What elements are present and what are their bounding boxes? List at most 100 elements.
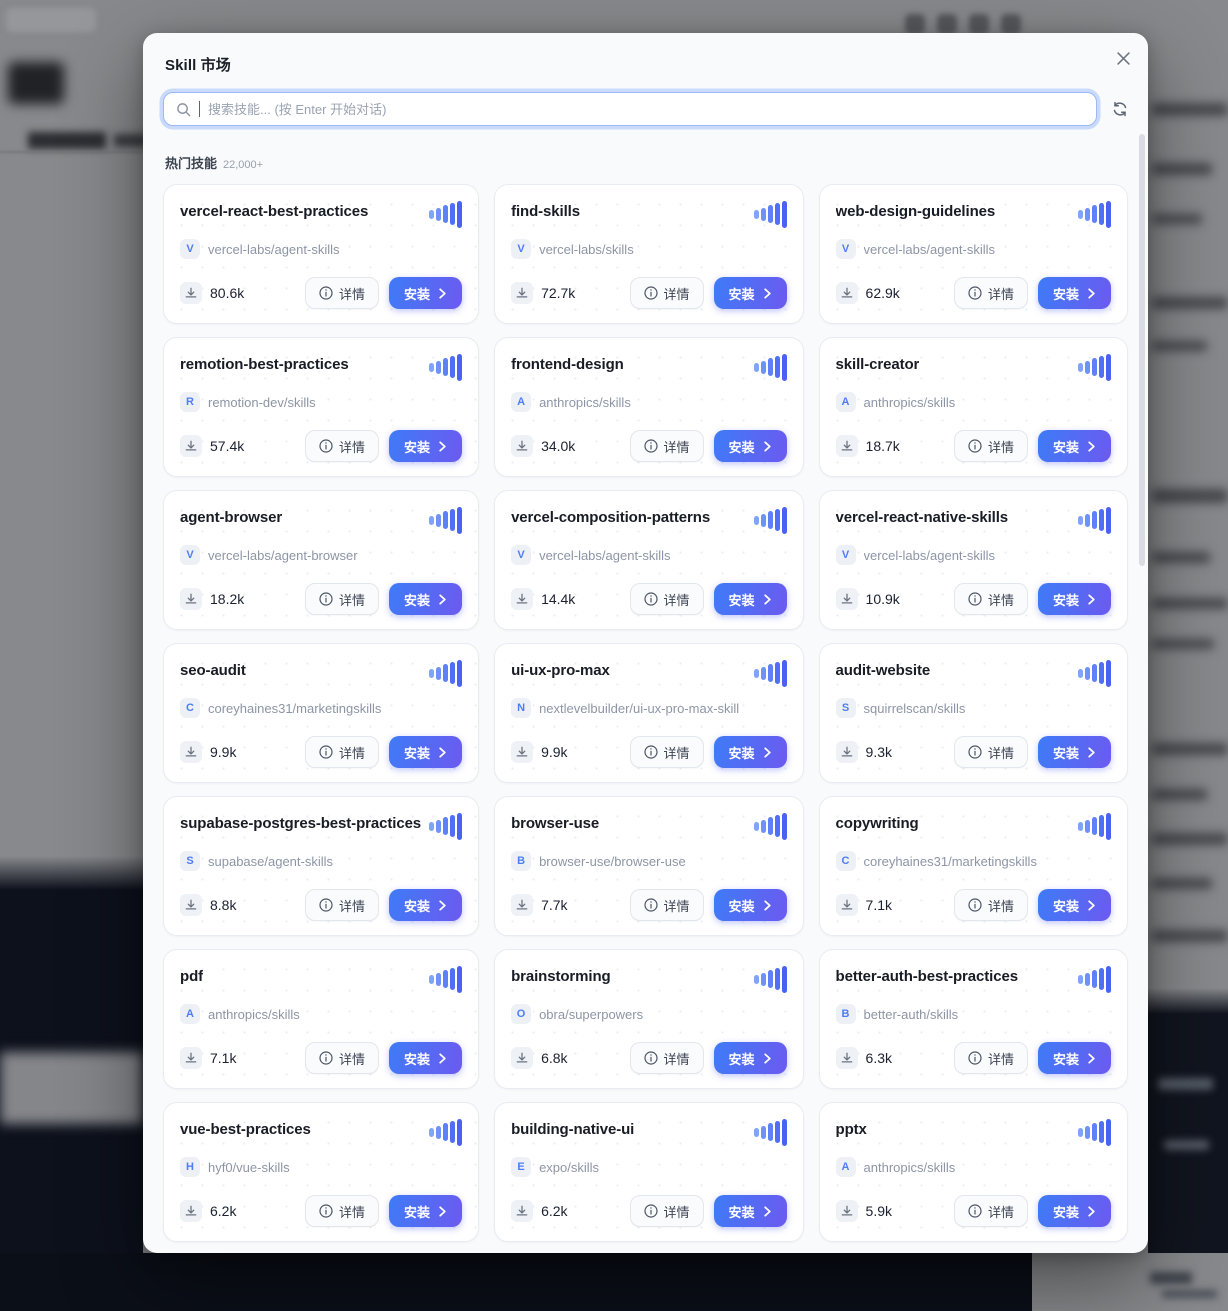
install-button[interactable]: 安装: [389, 1042, 463, 1074]
install-button-label: 安装: [728, 439, 755, 455]
download-icon: [835, 1200, 858, 1222]
skill-card: web-design-guidelines V vercel-labs/agen…: [818, 184, 1128, 324]
publisher-badge: V: [511, 545, 532, 565]
details-button-label: 详情: [663, 286, 690, 302]
install-button[interactable]: 安装: [389, 583, 463, 615]
skill-name: find-skills: [511, 203, 580, 220]
skill-card: building-native-ui E expo/skills 6.2k 详情…: [494, 1102, 804, 1242]
install-button-label: 安装: [728, 1204, 755, 1220]
install-button[interactable]: 安装: [713, 889, 787, 921]
chevron-right-icon: [1088, 440, 1095, 452]
popularity-bars-icon: [753, 506, 787, 534]
install-button-label: 安装: [728, 1051, 755, 1067]
install-button-label: 安装: [1052, 592, 1079, 608]
chevron-right-icon: [1088, 593, 1095, 605]
close-button[interactable]: [1113, 48, 1133, 68]
skill-card: browser-use B browser-use/browser-use 7.…: [494, 796, 804, 936]
install-button-label: 安装: [728, 898, 755, 914]
skills-grid: vercel-react-best-practices V vercel-lab…: [163, 184, 1128, 1242]
install-button[interactable]: 安装: [1037, 736, 1111, 768]
install-button[interactable]: 安装: [713, 277, 787, 309]
details-button[interactable]: 详情: [953, 736, 1028, 768]
install-button[interactable]: 安装: [1037, 430, 1111, 462]
details-button[interactable]: 详情: [953, 277, 1028, 309]
download-count: 34.0k: [541, 438, 576, 454]
info-icon: [968, 1204, 982, 1218]
details-button[interactable]: 详情: [305, 430, 380, 462]
download-count: 9.9k: [541, 744, 568, 760]
details-button[interactable]: 详情: [629, 1195, 704, 1227]
section-count: 22,000+: [223, 159, 264, 171]
info-icon: [968, 592, 982, 606]
popularity-bars-icon: [1078, 353, 1111, 381]
install-button[interactable]: 安装: [713, 1042, 787, 1074]
details-button[interactable]: 详情: [953, 1042, 1028, 1074]
info-icon: [643, 745, 658, 759]
install-button[interactable]: 安装: [1037, 1042, 1111, 1074]
download-icon: [511, 435, 534, 457]
details-button[interactable]: 详情: [953, 430, 1028, 462]
details-button[interactable]: 详情: [953, 889, 1028, 921]
details-button[interactable]: 详情: [629, 430, 704, 462]
install-button[interactable]: 安装: [713, 583, 787, 615]
info-icon: [319, 592, 333, 606]
install-button-label: 安装: [728, 286, 755, 302]
details-button[interactable]: 详情: [629, 277, 704, 309]
details-button[interactable]: 详情: [305, 1042, 380, 1074]
backdrop-textline-blur: [1152, 930, 1228, 942]
details-button-label: 详情: [663, 592, 690, 608]
details-button[interactable]: 详情: [629, 736, 704, 768]
chevron-right-icon: [763, 593, 771, 605]
details-button[interactable]: 详情: [305, 1195, 380, 1227]
download-icon: [511, 1200, 534, 1222]
install-button-label: 安装: [404, 1051, 431, 1067]
details-button[interactable]: 详情: [305, 277, 380, 309]
popularity-bars-icon: [753, 965, 787, 993]
install-button[interactable]: 安装: [713, 736, 787, 768]
skill-card: remotion-best-practices R remotion-dev/s…: [163, 337, 480, 477]
install-button[interactable]: 安装: [389, 430, 463, 462]
install-button[interactable]: 安装: [1037, 1195, 1111, 1227]
backdrop-textline-blur: [1152, 598, 1228, 609]
info-icon: [643, 286, 658, 300]
chevron-right-icon: [763, 440, 771, 452]
download-icon: [511, 894, 534, 916]
details-button[interactable]: 详情: [953, 1195, 1028, 1227]
details-button[interactable]: 详情: [629, 1042, 704, 1074]
install-button[interactable]: 安装: [713, 1195, 787, 1227]
publisher-badge: S: [180, 851, 200, 871]
text-caret: [199, 101, 200, 117]
install-button[interactable]: 安装: [1037, 889, 1111, 921]
search-input[interactable]: [208, 101, 1084, 117]
install-button[interactable]: 安装: [389, 889, 463, 921]
publisher-badge: C: [835, 851, 856, 871]
details-button[interactable]: 详情: [305, 736, 380, 768]
skill-name: frontend-design: [511, 356, 624, 373]
install-button[interactable]: 安装: [713, 430, 787, 462]
skill-card: ui-ux-pro-max N nextlevelbuilder/ui-ux-p…: [494, 643, 804, 783]
details-button[interactable]: 详情: [629, 583, 704, 615]
info-icon: [643, 439, 658, 453]
details-button[interactable]: 详情: [953, 583, 1028, 615]
scrollbar-thumb[interactable]: [1139, 134, 1145, 566]
refresh-button[interactable]: [1112, 101, 1128, 117]
install-button[interactable]: 安装: [1037, 583, 1111, 615]
details-button[interactable]: 详情: [305, 583, 380, 615]
install-button[interactable]: 安装: [389, 1195, 463, 1227]
download-icon: [835, 282, 858, 304]
install-button-label: 安装: [1052, 1051, 1079, 1067]
publisher-badge: E: [511, 1157, 532, 1177]
install-button[interactable]: 安装: [389, 277, 463, 309]
download-icon: [180, 435, 202, 457]
details-button[interactable]: 详情: [629, 889, 704, 921]
install-button[interactable]: 安装: [1037, 277, 1111, 309]
install-button[interactable]: 安装: [389, 736, 463, 768]
install-button-label: 安装: [728, 592, 755, 608]
skill-publisher: expo/skills: [539, 1159, 600, 1175]
skill-marketplace-modal: Skill 市场 热门技能 22,000+ vercel-react-best-…: [143, 33, 1148, 1253]
backdrop-tabline-blur: [0, 151, 143, 153]
chevron-right-icon: [439, 593, 446, 605]
skill-card: skill-creator A anthropics/skills 18.7k …: [818, 337, 1128, 477]
details-button[interactable]: 详情: [305, 889, 380, 921]
chevron-right-icon: [763, 899, 771, 911]
